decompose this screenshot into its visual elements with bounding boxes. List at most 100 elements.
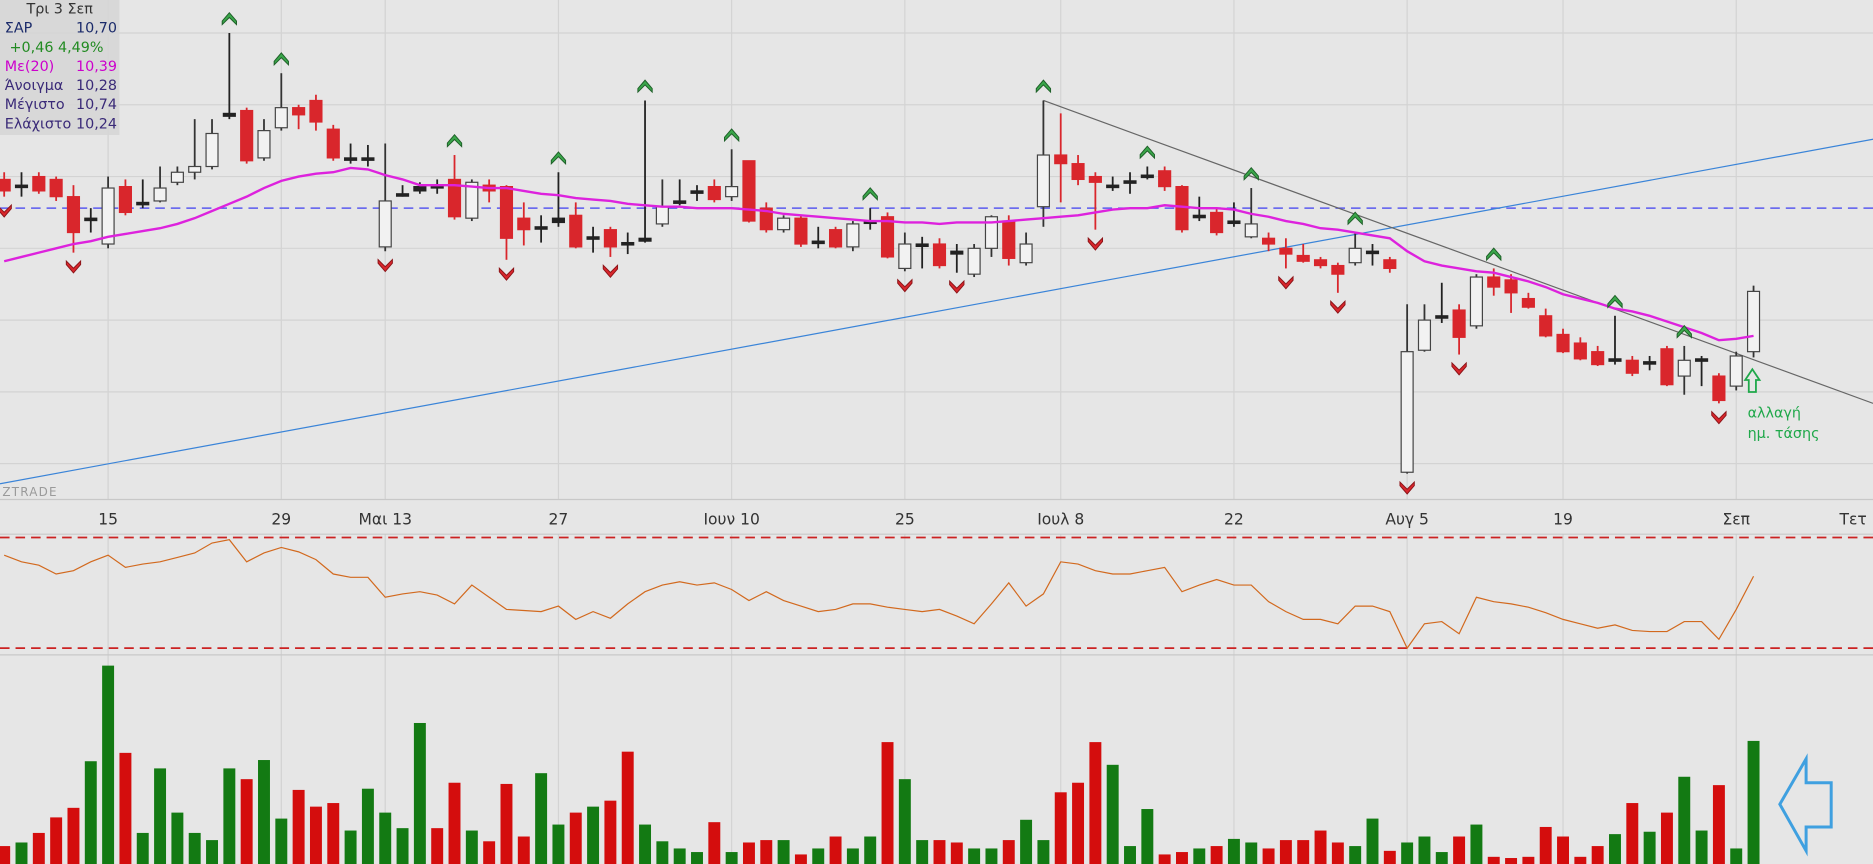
volume-bar bbox=[1626, 803, 1639, 864]
volume-bar bbox=[1245, 842, 1258, 864]
down-signal bbox=[949, 279, 965, 294]
info-change: +0,46 4,49% bbox=[10, 40, 104, 56]
volume-bar bbox=[1505, 858, 1518, 864]
candle-body bbox=[915, 243, 929, 248]
up-signal bbox=[723, 128, 740, 143]
volume-bar bbox=[1037, 840, 1050, 864]
volume-bar bbox=[275, 818, 288, 864]
candle-body bbox=[361, 157, 375, 161]
volume-bar bbox=[119, 752, 132, 864]
volume-bar bbox=[1383, 850, 1396, 864]
volume-bar bbox=[708, 822, 721, 864]
volume-bar bbox=[864, 836, 877, 864]
up-signal bbox=[862, 187, 878, 201]
volume-bar bbox=[223, 768, 236, 864]
candle-body bbox=[1002, 220, 1016, 259]
volume-bar bbox=[0, 846, 11, 864]
volume-bar bbox=[933, 840, 946, 864]
candle-body bbox=[240, 109, 254, 162]
volume-bar bbox=[188, 832, 201, 864]
x-tick-label: Σεπ bbox=[1722, 510, 1750, 528]
volume-bar bbox=[379, 812, 392, 864]
volume-bar bbox=[1609, 834, 1621, 864]
up-signal bbox=[1243, 166, 1259, 181]
volume-bar bbox=[1020, 819, 1033, 864]
candle-body bbox=[638, 237, 652, 242]
volume-bar bbox=[1695, 830, 1708, 864]
volume-bar bbox=[171, 812, 184, 864]
volume-bar bbox=[1522, 856, 1535, 864]
candle-body bbox=[1019, 243, 1033, 264]
candle-body bbox=[967, 247, 981, 275]
volume-bar bbox=[1366, 818, 1379, 864]
candle-body bbox=[759, 207, 773, 231]
candle-body bbox=[170, 171, 184, 183]
candle-body bbox=[32, 175, 46, 192]
volume-bar bbox=[50, 817, 63, 864]
volume-bar bbox=[621, 751, 634, 864]
volume-bar bbox=[431, 828, 444, 864]
candle-body bbox=[84, 217, 98, 222]
candle-body bbox=[1054, 154, 1068, 165]
volume-bar bbox=[1054, 792, 1067, 864]
volume-bar bbox=[1418, 836, 1431, 864]
volume-bar bbox=[968, 848, 981, 864]
info-ma-label: Με(20) bbox=[5, 59, 55, 75]
down-signal bbox=[602, 264, 619, 278]
down-signal bbox=[377, 258, 393, 273]
down-signal bbox=[1330, 300, 1346, 314]
volume-bar bbox=[1747, 740, 1760, 864]
candle-body bbox=[1660, 348, 1674, 386]
candle-body bbox=[517, 217, 531, 231]
info-value: 10,74 bbox=[76, 97, 117, 113]
volume-bar bbox=[1072, 782, 1085, 864]
candle-body bbox=[395, 193, 410, 197]
volume-bar bbox=[240, 779, 253, 864]
volume-bar bbox=[1453, 836, 1466, 864]
info-date: Τρι 3 Σεπ bbox=[26, 2, 94, 18]
candle-body bbox=[777, 217, 791, 231]
candle-body bbox=[690, 190, 704, 194]
volume-bar bbox=[1002, 840, 1015, 864]
candle-body bbox=[257, 130, 271, 159]
down-signal bbox=[1278, 275, 1294, 290]
volume-bar bbox=[1227, 838, 1240, 864]
candle-body bbox=[14, 184, 29, 189]
x-tick-label: Τετ 1 bbox=[1839, 510, 1873, 528]
volume-bar bbox=[448, 782, 461, 864]
candle-body bbox=[118, 186, 132, 214]
candle-body bbox=[1608, 358, 1622, 362]
volume-bar bbox=[206, 840, 218, 864]
trendline bbox=[1043, 99, 1873, 404]
candle-body bbox=[1279, 247, 1293, 255]
candle-body bbox=[188, 165, 202, 173]
candle-body bbox=[586, 236, 600, 240]
x-tick-label: 29 bbox=[271, 510, 291, 528]
info-background bbox=[0, 0, 120, 136]
volume-bar bbox=[552, 824, 565, 864]
candle-body bbox=[136, 201, 150, 206]
candle-body bbox=[1123, 180, 1137, 184]
down-signal bbox=[498, 267, 515, 281]
candle-body bbox=[222, 112, 236, 117]
volume-bar bbox=[465, 830, 478, 864]
candle-body bbox=[1643, 361, 1657, 365]
candle-body bbox=[1487, 276, 1501, 288]
volume-bar bbox=[604, 800, 617, 864]
volume-bar bbox=[154, 768, 167, 864]
down-signal bbox=[0, 203, 12, 218]
volume-bar bbox=[413, 722, 426, 864]
volume-bar bbox=[517, 836, 530, 864]
candle-body bbox=[1106, 184, 1120, 189]
candle-body bbox=[1313, 259, 1328, 267]
candle-body bbox=[1210, 211, 1224, 234]
candle-body bbox=[725, 186, 739, 198]
candle-body bbox=[1746, 290, 1761, 353]
candle-body bbox=[1625, 359, 1639, 374]
candle-body bbox=[742, 160, 756, 222]
x-tick-label: 27 bbox=[549, 510, 569, 528]
candle-body bbox=[1469, 276, 1483, 327]
down-signal bbox=[65, 259, 82, 274]
x-tick-label: Ιουν 10 bbox=[703, 510, 759, 528]
